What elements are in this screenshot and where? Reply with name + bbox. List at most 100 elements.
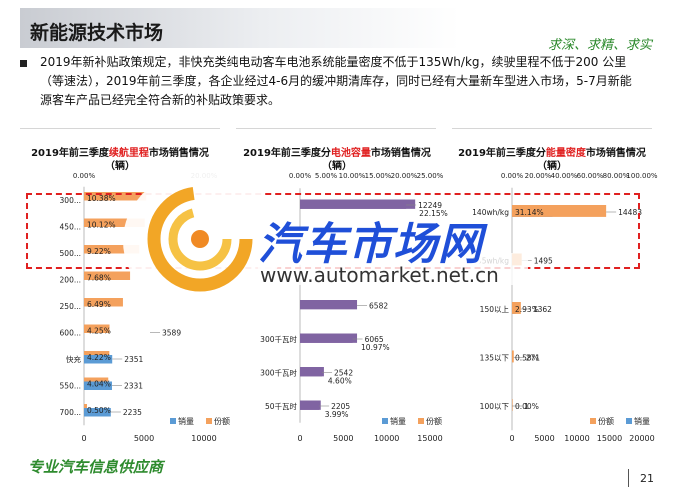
legend-swatch <box>170 418 176 424</box>
share-value-label: 6.49% <box>87 300 111 309</box>
sales-bar <box>512 302 521 314</box>
share-bar <box>84 218 145 227</box>
legend-swatch <box>590 418 596 424</box>
sales-value-label: 14483 <box>618 208 642 217</box>
divider <box>20 128 220 129</box>
category-label: 快充 <box>66 354 81 364</box>
share-bar <box>84 324 110 333</box>
axis-tick-label: 5000 <box>333 434 353 443</box>
swirl-icon <box>147 186 253 292</box>
category-label: 300千瓦时 <box>260 368 297 378</box>
axis-tick-label: 10.00% <box>339 172 366 180</box>
share-value-label: 10.97% <box>361 343 390 352</box>
legend-label: 份额 <box>214 416 230 426</box>
category-label: 700... <box>60 408 81 417</box>
slogan: 求深、求精、求实 <box>547 38 652 53</box>
share-value-label: 7.68% <box>87 274 111 283</box>
legend-label: 销量 <box>178 416 194 426</box>
legend-swatch <box>382 418 388 424</box>
share-value-label: 3.99% <box>325 410 349 419</box>
share-bar <box>84 271 131 280</box>
category-label: 300... <box>60 196 81 205</box>
sales-value-label: 1 <box>524 402 529 411</box>
page-title: 新能源技术市场 <box>30 22 164 44</box>
legend-label: 销量 <box>390 416 406 426</box>
page-number: 21 <box>640 472 654 485</box>
share-value-label: 4.04% <box>87 380 111 389</box>
legend-label: 份额 <box>426 416 442 426</box>
axis-tick-label: 15.00% <box>365 172 392 180</box>
category-label: 550... <box>60 382 81 391</box>
share-value-label: 10.38% <box>87 194 116 203</box>
axis-tick-label: 0.00% <box>289 172 312 180</box>
axis-tick-label: 10000 <box>191 434 216 443</box>
sales-value-label: 271 <box>526 354 541 363</box>
sales-bar <box>300 367 323 377</box>
legend-label: 份额 <box>598 416 614 426</box>
category-label: 250... <box>60 302 81 311</box>
axis-tick-label: 5000 <box>534 434 554 443</box>
share-value-label: 4.22% <box>87 353 111 362</box>
sales-value-label: 1495 <box>534 257 553 266</box>
watermark-url: www.automarket.net.cn <box>260 263 499 287</box>
axis-tick-label: 0 <box>297 434 302 443</box>
axis-tick-label: 10000 <box>564 434 589 443</box>
axis-tick-label: 15000 <box>597 434 622 443</box>
axis-tick-label: 15000 <box>417 434 442 443</box>
chart-title-range: 2019年前三季度续航里程市场销售情况 （辆） <box>31 148 209 172</box>
axis-tick-label: 0 <box>509 434 514 443</box>
share-value-label: 0.58% <box>515 354 539 363</box>
axis-tick-label: 0.00% <box>73 172 96 180</box>
sales-value-label: 6065 <box>365 335 384 344</box>
legend-swatch <box>626 418 632 424</box>
sales-value-label: 3589 <box>162 329 181 338</box>
category-label: 300千瓦时 <box>260 334 297 344</box>
legend-label: 销量 <box>634 416 650 426</box>
sales-bar <box>84 381 112 390</box>
share-value-label: 31.14% <box>515 208 544 217</box>
legend-swatch <box>418 418 424 424</box>
sales-bar <box>300 400 320 410</box>
title-bar <box>20 8 460 48</box>
share-value-label: 4.25% <box>87 327 111 336</box>
share-value-label: 0.50% <box>87 406 111 415</box>
axis-tick-label: 25.00% <box>417 172 444 180</box>
category-label: 450... <box>60 223 81 232</box>
sales-value-label: 1362 <box>533 305 552 314</box>
share-bar <box>84 192 147 201</box>
axis-tick-label: 100.00% <box>626 172 657 180</box>
sales-bar <box>512 399 513 411</box>
sales-bar <box>300 300 358 310</box>
axis-tick-label: 20.00% <box>525 172 552 180</box>
sales-bar <box>300 333 353 343</box>
category-label: 200... <box>60 276 81 285</box>
axis-tick-label: 0.00% <box>501 172 524 180</box>
sales-value-label: 2331 <box>124 382 143 391</box>
category-label: 140wh/kg <box>472 208 509 217</box>
divider <box>236 128 436 129</box>
axis-tick-label: 5000 <box>134 434 154 443</box>
share-bar <box>84 298 123 307</box>
watermark-brand: 汽车市场网 <box>258 219 483 270</box>
sales-bar <box>300 199 407 209</box>
share-value-label: 2.93% <box>515 305 539 314</box>
sales-bar <box>512 205 607 217</box>
sales-value-label: 2351 <box>124 355 143 364</box>
sales-bar <box>84 355 113 364</box>
sales-bar <box>84 408 111 417</box>
sales-value-label: 12249 <box>418 201 442 210</box>
share-value-label: 0.00% <box>515 402 539 411</box>
share-value-label: 22.15% <box>419 209 448 218</box>
sales-value-label: 2235 <box>123 408 142 417</box>
category-label: 50千瓦时 <box>265 401 298 411</box>
share-value-label: 9.22% <box>87 247 111 256</box>
sales-value-label: 2205 <box>331 402 350 411</box>
category-label: 100以下 <box>480 402 510 411</box>
axis-tick-label: 20.00% <box>391 172 418 180</box>
axis-tick-label: 5.00% <box>315 172 338 180</box>
share-bar <box>84 245 140 254</box>
footer-tagline: 专业汽车信息供应商 <box>28 458 164 476</box>
sales-value-label: 2542 <box>334 369 353 378</box>
